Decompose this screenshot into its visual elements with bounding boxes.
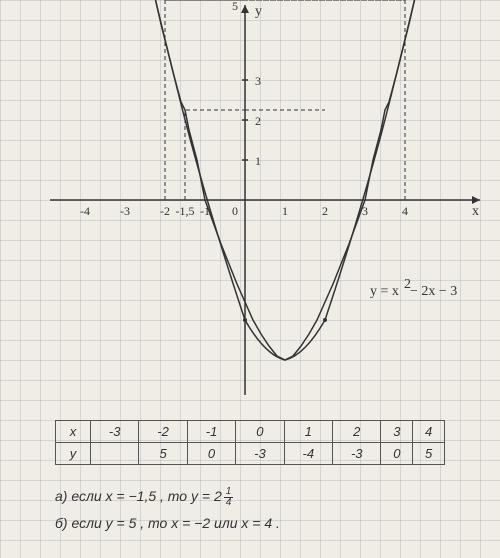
table-row-y: y 5 0 -3 -4 -3 0 5 xyxy=(56,443,445,465)
x-axis-arrow xyxy=(472,196,480,204)
table-header-x: x xyxy=(56,421,91,443)
svg-text:2: 2 xyxy=(322,204,328,218)
answer-a: а) если x = −1,5 , то y = 214 xyxy=(55,485,280,508)
answer-b: б) если y = 5 , то x = −2 или x = 4 . xyxy=(55,512,280,534)
svg-text:-2: -2 xyxy=(160,204,170,218)
answers: а) если x = −1,5 , то y = 214 б) если y … xyxy=(55,485,280,538)
parabola-curve xyxy=(156,0,415,360)
equation-label: y = x xyxy=(370,284,399,299)
table-header-y: y xyxy=(56,443,91,465)
svg-text:1: 1 xyxy=(282,204,288,218)
equation-label-2: − 2x − 3 xyxy=(410,284,457,299)
points xyxy=(243,318,327,322)
table-row-x: x -3 -2 -1 0 1 2 3 4 xyxy=(56,421,445,443)
svg-text:4: 4 xyxy=(402,204,408,218)
answer-a-text: если x = −1,5 , то y = 2 xyxy=(71,488,221,504)
answer-a-label: а) xyxy=(55,488,67,504)
y-tick-labels: 1 2 3 5 xyxy=(232,0,261,168)
svg-text:5: 5 xyxy=(232,0,238,13)
y-axis-arrow xyxy=(241,5,249,13)
y-axis-label: y xyxy=(255,4,262,19)
svg-text:1: 1 xyxy=(255,154,261,168)
x-tick-minus1p5: -1,5 xyxy=(176,204,195,218)
answer-b-text: если y = 5 , то x = −2 или x = 4 . xyxy=(71,515,279,531)
svg-text:-3: -3 xyxy=(120,204,130,218)
graph xyxy=(156,0,415,360)
svg-text:-4: -4 xyxy=(80,204,90,218)
x-axis-label: x xyxy=(472,204,479,219)
svg-text:3: 3 xyxy=(255,74,261,88)
svg-text:2: 2 xyxy=(255,114,261,128)
answer-b-label: б) xyxy=(55,515,68,531)
values-table-wrap: x -3 -2 -1 0 1 2 3 4 y 5 0 -3 -4 -3 0 5 xyxy=(55,420,445,465)
chart-area: -4 -3 -2 -1 0 1 2 3 4 -1,5 1 2 3 5 xyxy=(0,0,500,400)
values-table: x -3 -2 -1 0 1 2 3 4 y 5 0 -3 -4 -3 0 5 xyxy=(55,420,445,465)
fraction: 14 xyxy=(224,487,234,508)
axes xyxy=(50,5,480,395)
dashed-refs xyxy=(165,0,405,200)
parabola-chart: -4 -3 -2 -1 0 1 2 3 4 -1,5 1 2 3 5 xyxy=(0,0,500,400)
svg-text:0: 0 xyxy=(232,204,238,218)
page: -4 -3 -2 -1 0 1 2 3 4 -1,5 1 2 3 5 xyxy=(0,0,500,558)
